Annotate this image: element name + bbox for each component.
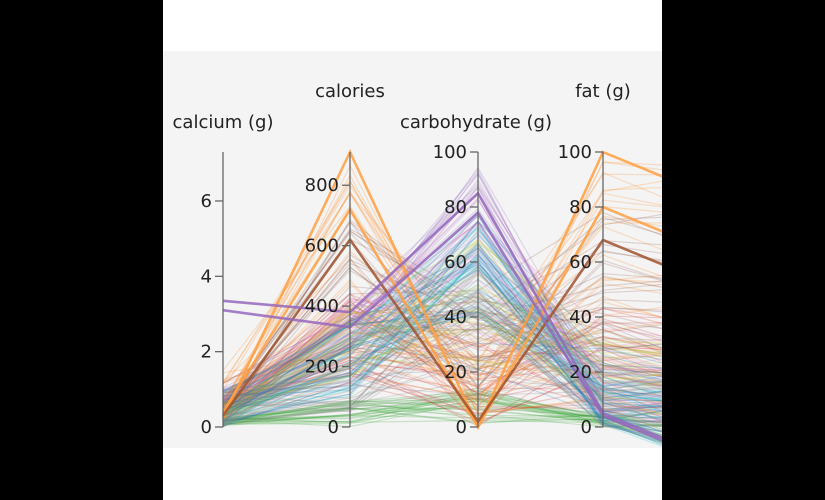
axis-title-calories: calories: [315, 81, 385, 102]
tick-label-calories-800: 800: [305, 175, 339, 196]
tick-label-carbohydrate-20: 20: [444, 362, 467, 383]
axis-title-fat: fat (g): [575, 81, 631, 102]
tick-label-fat-0: 0: [581, 417, 592, 438]
axis-title-calcium: calcium (g): [173, 112, 274, 133]
tick-label-fat-60: 60: [569, 252, 592, 273]
tick-label-calcium-0: 0: [201, 417, 212, 438]
tick-label-calcium-2: 2: [201, 342, 212, 363]
tick-label-carbohydrate-0: 0: [456, 417, 467, 438]
axis-title-carbohydrate: carbohydrate (g): [400, 112, 552, 133]
tick-label-calories-200: 200: [305, 357, 339, 378]
tick-label-carbohydrate-40: 40: [444, 307, 467, 328]
tick-label-carbohydrate-80: 80: [444, 197, 467, 218]
tick-label-carbohydrate-60: 60: [444, 252, 467, 273]
tick-label-fat-100: 100: [558, 142, 592, 163]
tick-label-carbohydrate-100: 100: [433, 142, 467, 163]
tick-label-calories-600: 600: [305, 236, 339, 257]
tick-label-calcium-6: 6: [201, 191, 212, 212]
tick-label-calcium-4: 4: [201, 266, 212, 287]
tick-label-fat-80: 80: [569, 197, 592, 218]
tick-label-fat-40: 40: [569, 307, 592, 328]
tick-label-calories-400: 400: [305, 296, 339, 317]
tick-label-calories-0: 0: [328, 417, 339, 438]
tick-label-fat-20: 20: [569, 362, 592, 383]
